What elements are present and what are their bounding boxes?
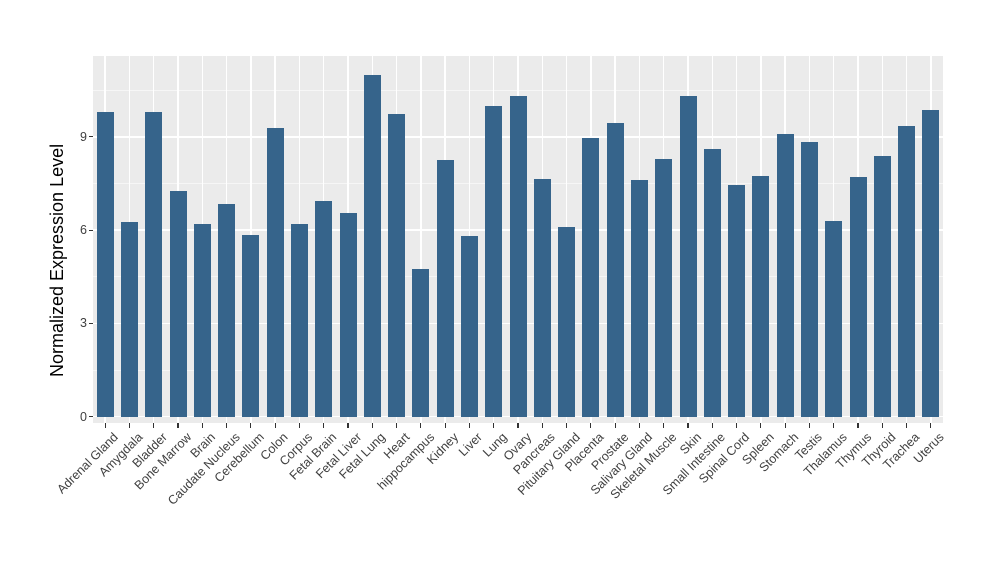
bar [145, 111, 163, 417]
bar [315, 200, 333, 417]
x-tick-mark [687, 423, 689, 428]
x-tick-mark [104, 423, 106, 428]
y-tick-mark [88, 322, 93, 324]
x-tick-mark [833, 423, 835, 428]
bar [290, 223, 308, 417]
y-tick-mark [88, 136, 93, 138]
x-tick-mark [298, 423, 301, 428]
y-tick-mark [88, 416, 93, 418]
plot-panel [93, 56, 943, 423]
x-tick-mark [128, 423, 131, 428]
bar [460, 236, 478, 417]
bar [169, 191, 187, 417]
x-tick-mark [468, 423, 471, 428]
bar [898, 125, 916, 417]
x-tick-mark [541, 423, 543, 428]
bar [655, 158, 673, 417]
x-tick-mark [225, 423, 228, 428]
bar [776, 133, 794, 417]
bar [120, 222, 138, 417]
x-tick-mark [347, 423, 349, 428]
x-tick-mark [201, 423, 203, 428]
y-tick-label: 9 [80, 129, 87, 144]
bar [703, 149, 721, 417]
x-tick-mark [784, 423, 786, 428]
y-axis-title: Normalized Expression Level [47, 143, 67, 377]
bar [242, 234, 260, 417]
x-tick-mark [371, 423, 373, 428]
x-tick-mark [493, 423, 495, 428]
x-tick-mark [177, 423, 179, 428]
bar [679, 96, 697, 417]
x-tick-mark [735, 423, 738, 428]
bar [849, 177, 867, 417]
bar [485, 105, 503, 417]
x-tick-mark [274, 423, 276, 428]
vertical-gridline [420, 56, 422, 423]
bar [630, 180, 648, 417]
x-tick-mark [614, 423, 616, 428]
bar [752, 175, 770, 417]
x-tick-mark [905, 423, 908, 428]
y-tick-mark [88, 229, 93, 231]
x-tick-mark [590, 423, 592, 428]
x-tick-mark [760, 423, 762, 428]
x-tick-mark [638, 423, 641, 428]
y-tick-label: 6 [80, 223, 87, 238]
y-tick-label: 0 [80, 409, 87, 424]
x-tick-label: Liver [456, 430, 486, 460]
bar [873, 155, 891, 417]
bar [339, 213, 357, 417]
bar [800, 141, 818, 417]
x-tick-mark [663, 423, 665, 428]
bar [412, 268, 430, 417]
y-tick-label: 3 [80, 316, 87, 331]
bar [218, 203, 236, 417]
x-tick-mark [153, 423, 155, 428]
bar [533, 178, 551, 417]
x-tick-mark [323, 423, 325, 428]
bar [96, 111, 114, 417]
x-tick-mark [930, 423, 932, 428]
x-tick-mark [711, 423, 713, 428]
bar [388, 113, 406, 417]
x-tick-mark [420, 423, 422, 428]
x-tick-mark [881, 423, 883, 428]
x-tick-mark [857, 423, 859, 428]
x-tick-mark [517, 423, 519, 428]
bar [436, 160, 454, 417]
bar [363, 74, 381, 417]
x-tick-mark [444, 423, 446, 428]
bar [606, 122, 624, 417]
bar [922, 110, 940, 417]
bar [825, 220, 843, 417]
x-tick-mark [565, 423, 568, 428]
bar [193, 223, 211, 417]
bar [509, 96, 527, 417]
x-tick-mark [250, 423, 252, 428]
bar [266, 127, 284, 417]
bar [582, 138, 600, 417]
bar [728, 185, 746, 417]
bar [558, 227, 576, 417]
x-tick-mark [395, 423, 398, 428]
x-tick-mark [808, 423, 811, 428]
